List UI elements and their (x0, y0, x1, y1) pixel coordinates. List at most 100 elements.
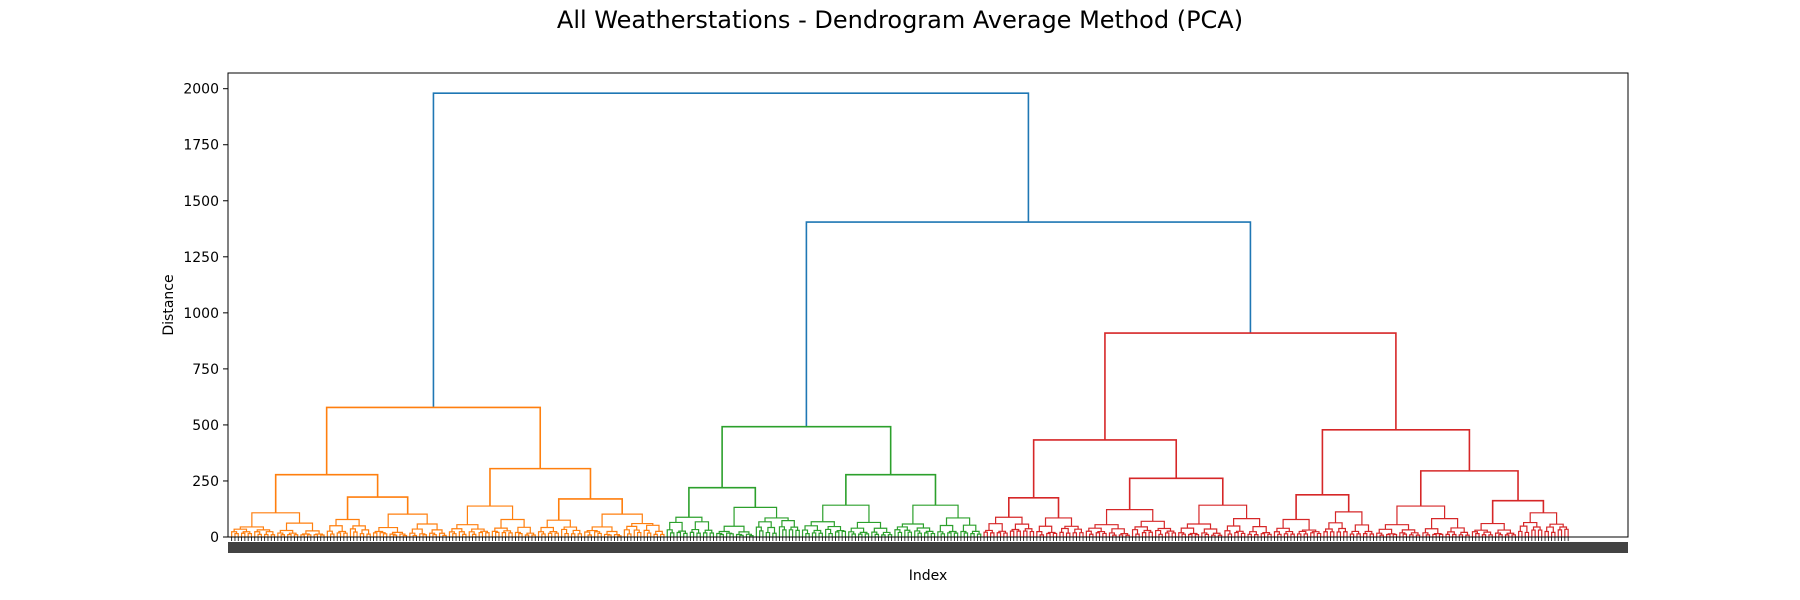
dendrogram-link (1524, 531, 1530, 537)
dendrogram-link (361, 529, 370, 535)
dendrogram-link (563, 526, 578, 531)
dendrogram-link (1023, 530, 1028, 537)
dendrogram-link (1480, 522, 1505, 531)
dendrogram-link (721, 425, 892, 488)
dendrogram-link (960, 530, 967, 537)
dendrogram-link (1036, 531, 1043, 537)
dendrogram-link (1386, 533, 1391, 537)
dendrogram-link (442, 534, 447, 537)
dendrogram-link (416, 523, 438, 530)
dendrogram-link (1338, 527, 1346, 532)
dendrogram-link (719, 533, 724, 537)
dendrogram-link (1323, 531, 1328, 537)
dendrogram-link (937, 531, 944, 537)
dendrogram-link (1038, 525, 1053, 533)
dendrogram-link (287, 533, 292, 537)
dendrogram-link (1247, 533, 1252, 537)
dendrogram-link (503, 530, 512, 533)
dendrogram-link (985, 529, 993, 533)
dendrogram-link (458, 531, 465, 537)
dendrogram-link (983, 531, 988, 537)
dendrogram-link (970, 533, 975, 537)
dendrogram-link (456, 524, 479, 530)
dendrogram-link (988, 523, 1003, 532)
dendrogram-link (1198, 504, 1248, 524)
dendrogram-link (1201, 532, 1208, 537)
dendrogram-link (557, 498, 623, 521)
dendrogram-link (526, 532, 535, 536)
dendrogram-link (1498, 534, 1503, 537)
dendrogram-link (755, 526, 762, 537)
dendrogram-link (1046, 532, 1051, 537)
dendrogram-link (1235, 530, 1244, 534)
dendrogram-link (1285, 530, 1294, 535)
y-tick-label: 750 (192, 362, 219, 378)
dendrogram-link (392, 534, 398, 537)
dendrogram-link (320, 534, 325, 537)
dendrogram-link (627, 533, 632, 537)
dendrogram-link (848, 531, 855, 537)
dendrogram-link (723, 525, 745, 532)
dendrogram-link (1061, 527, 1069, 534)
dendrogram-link (372, 532, 378, 537)
dendrogram-link (633, 529, 640, 537)
dendrogram-link (1029, 530, 1035, 537)
dendrogram-link (696, 532, 701, 537)
dendrogram-link (1240, 532, 1246, 537)
dendrogram-link (1336, 531, 1342, 537)
dendrogram-link (257, 533, 262, 537)
dendrogram-link (329, 525, 343, 532)
dendrogram-link (788, 529, 794, 537)
dendrogram-link (1419, 470, 1519, 507)
dendrogram-link (1364, 530, 1373, 535)
dendrogram-link (1546, 526, 1554, 533)
dendrogram-link (1310, 532, 1315, 537)
dendrogram-link (254, 531, 261, 537)
dendrogram-link (971, 530, 980, 535)
dendrogram-link (1488, 534, 1493, 537)
dendrogram-link (631, 522, 654, 527)
dendrogram-link (239, 526, 265, 530)
dendrogram-link (1186, 523, 1212, 530)
dendrogram-link (914, 530, 921, 537)
y-tick-label: 0 (210, 530, 219, 546)
dendrogram-link (1465, 534, 1470, 537)
dendrogram-link (739, 534, 744, 537)
dendrogram-link (1094, 524, 1119, 529)
dendrogram-link (1557, 529, 1563, 537)
dendrogram-link (676, 531, 682, 537)
y-tick-label: 1250 (183, 250, 219, 266)
dendrogram-link (1523, 521, 1538, 527)
dendrogram-link (597, 532, 602, 537)
dendrogram-link (1211, 534, 1216, 537)
dendrogram-link (1481, 534, 1487, 537)
dendrogram-link (1356, 533, 1361, 537)
dendrogram-link (1549, 523, 1564, 528)
dendrogram-link (1471, 531, 1478, 537)
dendrogram-link (646, 524, 660, 532)
dendrogram-link (524, 534, 530, 537)
dendrogram-link (841, 530, 847, 537)
dendrogram-link (623, 529, 630, 537)
dendrogram-link (1415, 534, 1421, 537)
dendrogram-link (409, 532, 416, 537)
dendrogram-link (359, 533, 365, 537)
dendrogram-link (240, 532, 246, 537)
dendrogram-link (335, 518, 360, 526)
dendrogram-link (1203, 528, 1218, 534)
dendrogram-link (1009, 530, 1015, 537)
dendrogram-link (827, 525, 842, 531)
dendrogram-link (1301, 529, 1317, 532)
dendrogram-link (767, 526, 776, 534)
dendrogram-link (850, 527, 865, 533)
dendrogram-link (1120, 532, 1129, 536)
dendrogram-link (856, 521, 882, 529)
dendrogram-link (489, 467, 592, 507)
dendrogram-link (537, 531, 545, 537)
dendrogram-link (733, 506, 778, 527)
dendrogram-link (233, 528, 248, 532)
dendrogram-link (709, 532, 715, 537)
dendrogram-link (462, 533, 467, 537)
dendrogram-link (678, 530, 686, 534)
dendrogram-link (718, 530, 730, 534)
